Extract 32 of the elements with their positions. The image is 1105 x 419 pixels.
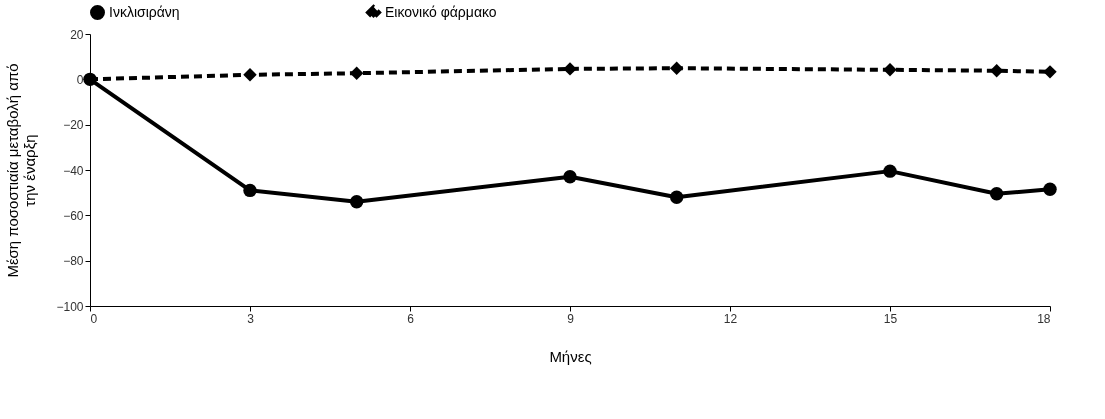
point: [1043, 65, 1057, 79]
point: [989, 64, 1004, 78]
y-tick-label: −100: [56, 299, 84, 314]
x-tick-label: 3: [247, 311, 255, 326]
x-tick-label: 0: [90, 311, 98, 326]
y-tick-label: −40: [63, 163, 84, 178]
x-tick-label: 18: [1037, 311, 1051, 326]
point: [243, 183, 257, 198]
y-tick-label: 0: [76, 72, 84, 87]
point: [349, 66, 364, 80]
y-tick-label: −60: [63, 208, 84, 223]
point: [1043, 182, 1057, 196]
point: [563, 170, 577, 184]
point: [563, 62, 577, 76]
x-tick-label: 12: [723, 311, 738, 326]
x-tick-label: 6: [407, 311, 415, 326]
legend-label: Εικονικό φάρμακο: [385, 3, 497, 20]
y-tick-label: −80: [63, 254, 84, 269]
point: [669, 190, 684, 204]
point: [243, 68, 257, 82]
legend-label: Ινκλισιράνη: [109, 3, 180, 20]
point: [883, 63, 897, 77]
point: [989, 187, 1004, 201]
y-axis-title: Μέση ποσοστιαία μεταβολή από την έναρξη: [4, 63, 39, 278]
x-tick-label: 9: [567, 311, 575, 326]
point: [669, 61, 684, 75]
point: [349, 195, 364, 209]
x-axis-title: Μήνες: [549, 347, 592, 365]
x-tick-label: 15: [883, 311, 898, 326]
point: [883, 164, 897, 178]
y-tick-label: 20: [70, 27, 84, 42]
y-tick-label: −20: [63, 118, 84, 133]
